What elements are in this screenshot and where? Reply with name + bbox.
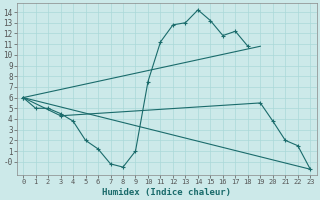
X-axis label: Humidex (Indice chaleur): Humidex (Indice chaleur)	[102, 188, 231, 197]
